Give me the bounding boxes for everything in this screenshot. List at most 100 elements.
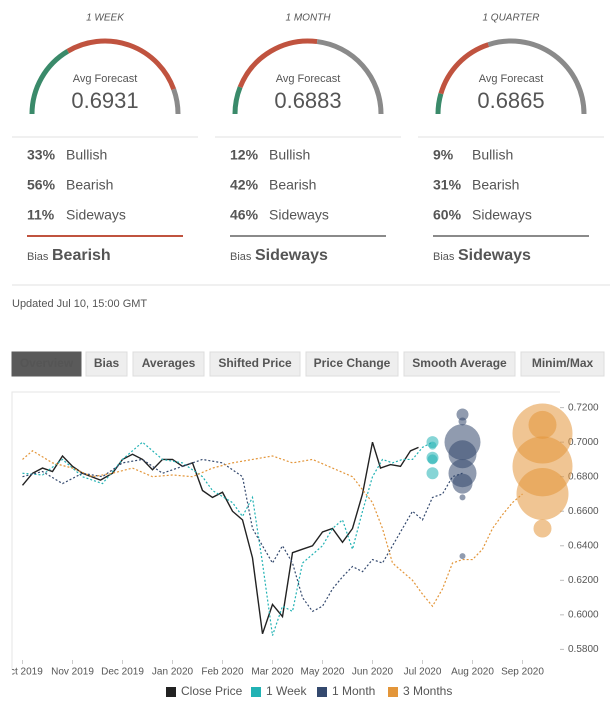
sentiment-pct: 31% bbox=[433, 177, 462, 193]
forecast-bubble bbox=[459, 553, 466, 560]
sentiment-pct: 42% bbox=[230, 177, 259, 193]
bias-label: Bias bbox=[27, 251, 49, 263]
sentiment-pct: 11% bbox=[27, 207, 55, 223]
tab-label[interactable]: Smooth Average bbox=[412, 356, 507, 370]
x-tick-label: Jan 2020 bbox=[152, 667, 194, 678]
x-tick-label: Oct 2019 bbox=[2, 667, 43, 678]
tab[interactable]: Minim/Max bbox=[520, 351, 605, 377]
sentiment-label: Bullish bbox=[66, 147, 107, 163]
y-tick-label: 0.6400 bbox=[568, 540, 599, 551]
series-line bbox=[21, 441, 419, 635]
sentiment-label: Sideways bbox=[269, 207, 329, 223]
y-tick-label: 0.5800 bbox=[568, 644, 599, 655]
tab-bg[interactable] bbox=[11, 351, 82, 377]
updated-note: Updated Jul 10, 15:00 GMT bbox=[12, 298, 147, 310]
gauge-segment bbox=[487, 38, 587, 115]
x-tick-label: Dec 2019 bbox=[101, 667, 144, 678]
sentiment-label: Sideways bbox=[472, 207, 532, 223]
sentiment-label: Bearish bbox=[472, 177, 519, 193]
tab-label[interactable]: Averages bbox=[142, 356, 196, 370]
sentiment-label: Bullish bbox=[472, 147, 513, 163]
gauge-segment bbox=[232, 86, 243, 115]
tab[interactable]: Shifted Price bbox=[209, 351, 301, 377]
tab-label[interactable]: Bias bbox=[94, 356, 120, 370]
legend-label: 3 Months bbox=[403, 684, 452, 698]
gauge-label: Avg Forecast bbox=[479, 73, 544, 85]
y-tick-label: 0.6200 bbox=[568, 575, 599, 586]
tab-label[interactable]: Price Change bbox=[314, 356, 391, 370]
tab[interactable]: Price Change bbox=[305, 351, 399, 377]
x-tick-label: Mar 2020 bbox=[251, 667, 294, 678]
avg-forecast: 0.6931 bbox=[71, 88, 138, 113]
sentiment-label: Bullish bbox=[269, 147, 310, 163]
tab-bg[interactable] bbox=[209, 351, 301, 377]
gauge-segment bbox=[29, 49, 70, 115]
series-line bbox=[22, 450, 523, 608]
tab[interactable]: Overview bbox=[11, 351, 82, 377]
sentiment-pct: 9% bbox=[433, 147, 454, 163]
x-tick-label: Nov 2019 bbox=[51, 667, 94, 678]
avg-forecast: 0.6865 bbox=[477, 88, 544, 113]
bias-value: Sideways bbox=[255, 247, 328, 264]
x-tick-label: Jul 2020 bbox=[404, 667, 442, 678]
gauge-label: Avg Forecast bbox=[276, 73, 341, 85]
tab-bg[interactable] bbox=[305, 351, 399, 377]
gauge-segment bbox=[316, 39, 384, 115]
legend-swatch bbox=[251, 687, 261, 697]
tab-bg[interactable] bbox=[85, 351, 128, 377]
legend-swatch bbox=[317, 687, 327, 697]
tab[interactable]: Averages bbox=[132, 351, 205, 377]
gauge-segment bbox=[438, 42, 490, 95]
sentiment-pct: 60% bbox=[433, 207, 462, 223]
sentiment-pct: 33% bbox=[27, 147, 56, 163]
chart-frame bbox=[11, 391, 560, 670]
tab[interactable]: Bias bbox=[85, 351, 128, 377]
y-tick-label: 0.6000 bbox=[568, 609, 599, 620]
legend-label: 1 Week bbox=[266, 684, 307, 698]
x-tick-label: Aug 2020 bbox=[451, 667, 494, 678]
tab-label[interactable]: Minim/Max bbox=[532, 356, 594, 370]
legend-swatch bbox=[388, 687, 398, 697]
gauge-label: Avg Forecast bbox=[73, 73, 138, 85]
y-tick-label: 0.6800 bbox=[568, 471, 599, 482]
gauge-segment bbox=[171, 88, 181, 115]
tab[interactable]: Smooth Average bbox=[403, 351, 516, 377]
forecast-bubble bbox=[516, 467, 569, 520]
period-label: 1 MONTH bbox=[286, 13, 332, 24]
sentiment-pct: 46% bbox=[230, 207, 259, 223]
gauge-segment bbox=[237, 38, 318, 89]
x-tick-label: Sep 2020 bbox=[501, 667, 544, 678]
bias-value: Bearish bbox=[52, 247, 111, 264]
sentiment-pct: 12% bbox=[230, 147, 259, 163]
bias-value: Sideways bbox=[458, 247, 531, 264]
tab-bg[interactable] bbox=[520, 351, 605, 377]
y-tick-label: 0.7000 bbox=[568, 437, 599, 448]
gauge-segment bbox=[66, 38, 177, 91]
tab-bg[interactable] bbox=[132, 351, 205, 377]
y-tick-label: 0.7200 bbox=[568, 402, 599, 413]
forecast-bubble bbox=[533, 519, 552, 538]
forecast-bubble bbox=[459, 494, 466, 501]
legend-label: Close Price bbox=[181, 684, 243, 698]
tab-label[interactable]: Shifted Price bbox=[218, 356, 292, 370]
forecast-bubble bbox=[458, 417, 467, 426]
bias-label: Bias bbox=[433, 251, 455, 263]
forecast-bubble bbox=[456, 408, 469, 421]
y-tick-label: 0.6600 bbox=[568, 506, 599, 517]
series-line bbox=[22, 458, 463, 613]
sentiment-pct: 56% bbox=[27, 177, 56, 193]
forecast-bubble bbox=[427, 454, 438, 465]
legend-label: 1 Month bbox=[332, 684, 375, 698]
bias-label: Bias bbox=[230, 251, 252, 263]
series-line bbox=[22, 441, 433, 636]
tab-bg[interactable] bbox=[403, 351, 516, 377]
tab-label[interactable]: Overview bbox=[20, 356, 74, 370]
forecast-bubble bbox=[428, 441, 437, 450]
avg-forecast: 0.6883 bbox=[274, 88, 341, 113]
sentiment-label: Sideways bbox=[66, 207, 126, 223]
legend-swatch bbox=[166, 687, 176, 697]
sentiment-label: Bearish bbox=[66, 177, 113, 193]
forecast-bubble bbox=[426, 467, 439, 480]
x-tick-label: Feb 2020 bbox=[201, 667, 244, 678]
period-label: 1 QUARTER bbox=[482, 13, 539, 24]
